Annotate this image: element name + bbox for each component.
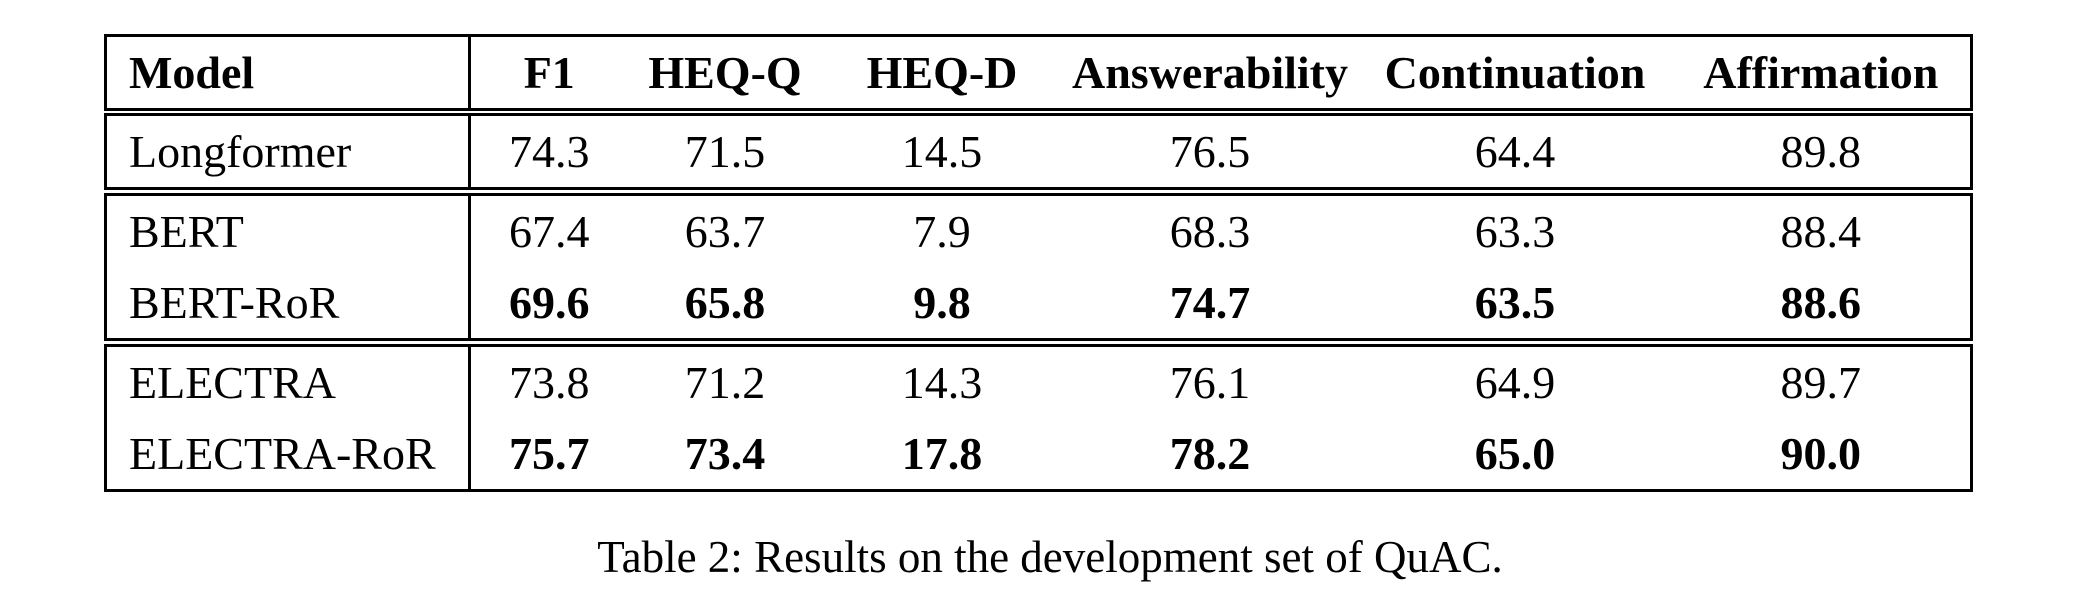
table-row-bert-ror: BERT-RoR 69.6 65.8 9.8 74.7 63.5 88.6	[105, 267, 1972, 343]
value-cell: 88.6	[1780, 277, 1862, 328]
value-cell: 88.4	[1780, 206, 1862, 257]
value-cell: 9.8	[913, 277, 971, 328]
value-cell: 17.8	[901, 428, 983, 479]
value-cell: 90.0	[1780, 428, 1862, 479]
value-cell: 63.5	[1474, 277, 1556, 328]
value-cell: 71.5	[684, 126, 766, 177]
model-cell: ELECTRA-RoR	[105, 418, 471, 491]
value-cell: 71.2	[684, 357, 766, 408]
value-cell: 14.3	[901, 357, 983, 408]
header-cell-heq-q: HEQ-Q	[648, 47, 802, 98]
table-row-electra-ror: ELECTRA-RoR 75.7 73.4 17.8 78.2 65.0 90.…	[105, 418, 1972, 491]
value-cell: 65.8	[684, 277, 766, 328]
results-table: Model F1 HEQ-Q HEQ-D Answerability Conti…	[104, 34, 1973, 492]
header-row: Model F1 HEQ-Q HEQ-D Answerability Conti…	[105, 35, 1972, 112]
model-cell: Longformer	[105, 112, 471, 192]
value-cell: 76.1	[1169, 357, 1251, 408]
value-cell: 78.2	[1169, 428, 1251, 479]
model-cell: ELECTRA	[105, 342, 471, 418]
model-cell: BERT	[105, 191, 471, 267]
value-cell: 64.9	[1474, 357, 1556, 408]
model-cell: BERT-RoR	[105, 267, 471, 343]
value-cell: 69.6	[509, 277, 590, 328]
value-cell: 65.0	[1474, 428, 1556, 479]
header-cell-model: Model	[105, 35, 471, 112]
header-cell-answerability: Answerability	[1072, 47, 1348, 98]
header-cell-continuation: Continuation	[1384, 47, 1646, 98]
value-cell: 14.5	[901, 126, 983, 177]
table-row-longformer: Longformer 74.3 71.5 14.5 76.5 64.4 89.8	[105, 112, 1972, 192]
header-cell-heq-d: HEQ-D	[866, 47, 1018, 98]
table-row-bert: BERT 67.4 63.7 7.9 68.3 63.3 88.4	[105, 191, 1972, 267]
value-cell: 76.5	[1169, 126, 1251, 177]
value-cell: 63.7	[684, 206, 766, 257]
header-cell-affirmation: Affirmation	[1703, 47, 1939, 98]
value-cell: 63.3	[1474, 206, 1556, 257]
value-cell: 89.7	[1780, 357, 1862, 408]
value-cell: 7.9	[913, 206, 971, 257]
value-cell: 73.8	[509, 357, 590, 408]
table-row-electra: ELECTRA 73.8 71.2 14.3 76.1 64.9 89.7	[105, 342, 1972, 418]
value-cell: 74.3	[509, 126, 590, 177]
header-cell-f1: F1	[523, 47, 575, 98]
value-cell: 68.3	[1169, 206, 1251, 257]
value-cell: 64.4	[1474, 126, 1556, 177]
value-cell: 89.8	[1780, 126, 1862, 177]
value-cell: 75.7	[509, 428, 590, 479]
table-caption: Table 2: Results on the development set …	[597, 532, 1503, 582]
value-cell: 73.4	[684, 428, 766, 479]
value-cell: 74.7	[1169, 277, 1251, 328]
value-cell: 67.4	[509, 206, 590, 257]
